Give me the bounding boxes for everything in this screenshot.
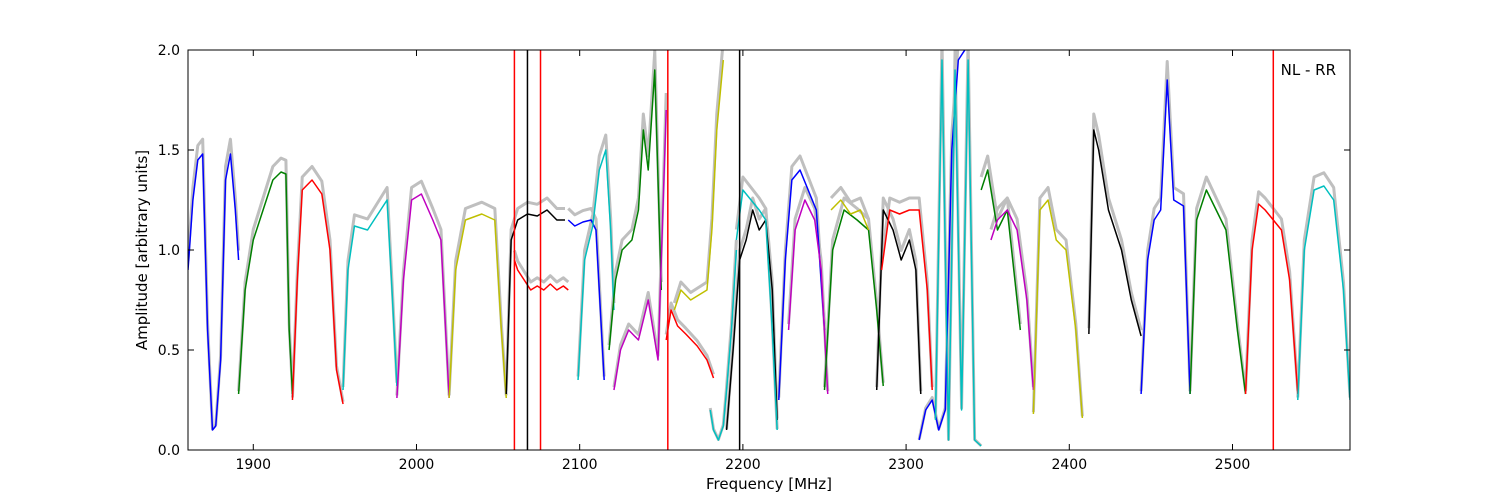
series-16 [725, 209, 778, 431]
series-26 [980, 169, 1022, 331]
series-15 [709, 249, 738, 441]
y-tick-label: 1.5 [158, 143, 180, 159]
x-tick-label: 1900 [235, 457, 271, 473]
y-tick-label: 0.0 [158, 443, 180, 459]
series-5 [396, 193, 450, 399]
series-28 [1032, 199, 1084, 419]
x-tick-label: 2000 [399, 457, 435, 473]
background-series-21 [829, 186, 870, 220]
series-2 [237, 171, 294, 395]
background-series-29 [1087, 112, 1143, 331]
series-18 [778, 169, 826, 401]
series-1 [188, 153, 240, 431]
series-32 [1244, 203, 1299, 395]
x-axis-label: Frequency [MHz] [706, 475, 832, 493]
x-tick-label: 2500 [1215, 457, 1251, 473]
series-10 [577, 149, 615, 381]
series-3 [291, 179, 344, 405]
series-31 [1189, 189, 1247, 395]
background-series-26 [979, 154, 1022, 325]
series-17 [735, 189, 778, 431]
background-series-5 [395, 179, 451, 396]
background-series-22 [875, 196, 923, 392]
series-23 [880, 209, 933, 391]
series-7 [505, 209, 565, 395]
series-24 [918, 50, 966, 441]
y-tick-label: 1.0 [158, 243, 180, 259]
background-series-18 [777, 154, 826, 398]
series-6 [448, 213, 507, 399]
x-tick-label: 2200 [725, 457, 761, 473]
series-33 [1297, 185, 1350, 401]
annotation-label: NL - RR [1281, 61, 1336, 79]
series-21 [830, 199, 870, 231]
y-axis: 0.0 0.5 1.0 1.5 2.0 [158, 43, 1350, 459]
series-4 [342, 199, 398, 391]
y-axis-label: Amplitude [arbitrary units] [133, 150, 151, 350]
series-13 [673, 59, 725, 311]
series-9 [567, 219, 605, 381]
series-19 [787, 199, 829, 395]
series-20 [823, 209, 884, 391]
background-series-30 [1139, 60, 1192, 392]
series-27 [990, 209, 1035, 391]
background-series-7 [504, 196, 565, 392]
background-series-32 [1244, 190, 1300, 392]
x-tick-label: 2300 [888, 457, 924, 473]
background-series-33 [1296, 171, 1350, 398]
series-14 [665, 309, 715, 379]
series-22 [875, 209, 922, 395]
y-tick-label: 2.0 [158, 43, 180, 59]
y-tick-label: 0.5 [158, 343, 180, 359]
x-axis: 1900 2000 2100 2200 2300 2400 2500 [235, 50, 1250, 473]
x-tick-label: 2400 [1051, 457, 1087, 473]
series-11 [608, 69, 663, 351]
series-30 [1140, 79, 1191, 395]
x-tick-label: 2100 [562, 457, 598, 473]
plot-area [188, 50, 1350, 450]
series-25 [934, 59, 982, 447]
background-series-23 [880, 196, 934, 388]
background-series-14 [664, 301, 715, 375]
series-12 [613, 109, 667, 391]
series-29 [1088, 129, 1142, 337]
